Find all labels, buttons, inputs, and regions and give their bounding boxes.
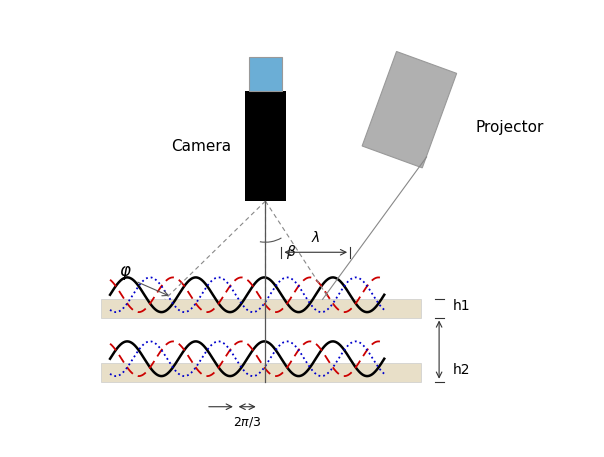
Text: $\beta$: $\beta$ xyxy=(286,243,297,261)
Polygon shape xyxy=(362,52,457,168)
Text: Projector: Projector xyxy=(476,121,544,135)
Text: h2: h2 xyxy=(453,363,471,377)
Text: Camera: Camera xyxy=(171,139,231,154)
Bar xyxy=(245,91,286,201)
Text: $\varphi$: $\varphi$ xyxy=(119,265,132,282)
Text: h1: h1 xyxy=(453,299,471,313)
Bar xyxy=(101,299,421,318)
Text: $2\pi/3$: $2\pi/3$ xyxy=(233,414,262,429)
Bar xyxy=(248,57,282,91)
Bar xyxy=(101,363,421,382)
Text: $\lambda$: $\lambda$ xyxy=(311,230,320,245)
